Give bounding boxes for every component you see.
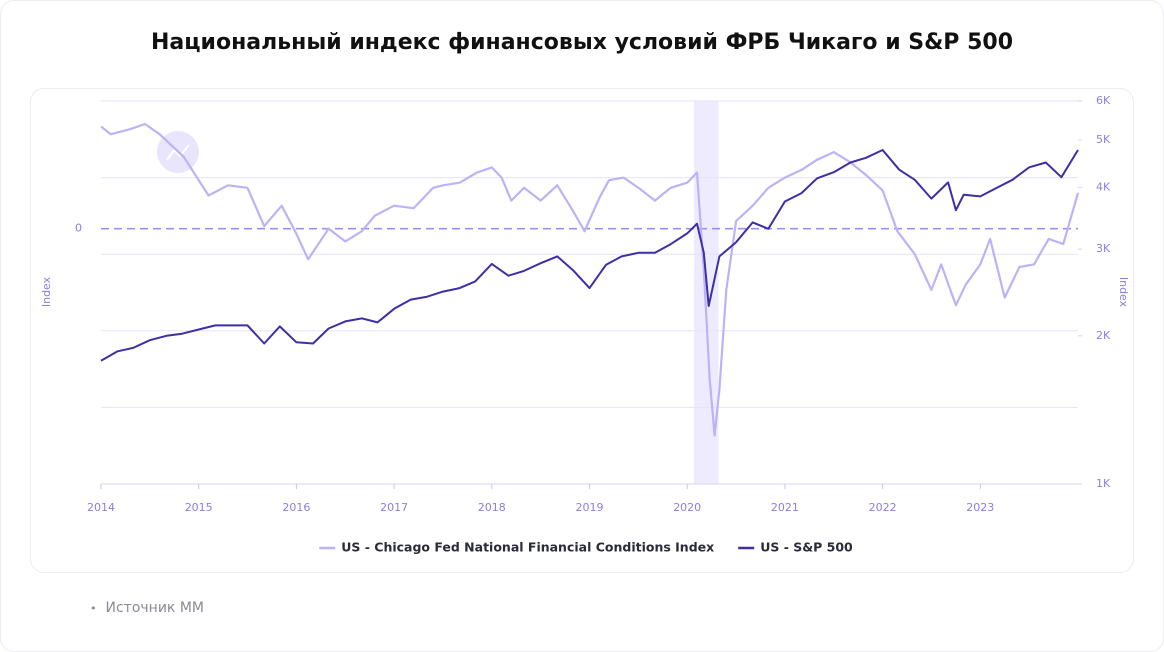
legend-label: US - S&P 500 bbox=[760, 540, 853, 555]
x-tick-label: 2023 bbox=[966, 501, 994, 514]
y-tick-label: 0 bbox=[75, 222, 82, 235]
shaded-range bbox=[694, 101, 719, 484]
plot-card bbox=[30, 88, 1134, 573]
y2-tick-label: 1K bbox=[1096, 477, 1111, 490]
x-tick-label: 2018 bbox=[478, 501, 506, 514]
y2-axis-title: Index bbox=[1117, 277, 1130, 308]
chart-title: Национальный индекс финансовых условий Ф… bbox=[150, 30, 1014, 55]
y2-tick-label: 6K bbox=[1096, 94, 1111, 107]
watermark-icon-line bbox=[166, 144, 190, 161]
y2-tick-label: 3K bbox=[1096, 242, 1111, 255]
y2-tick-label: 2K bbox=[1096, 329, 1111, 342]
x-tick-label: 2022 bbox=[869, 501, 897, 514]
x-tick-label: 2021 bbox=[771, 501, 799, 514]
y2-tick-label: 4K bbox=[1096, 181, 1111, 194]
series-line bbox=[100, 122, 1080, 437]
x-tick-label: 2014 bbox=[87, 501, 115, 514]
y-axis-title: Index bbox=[40, 276, 53, 307]
legend: US - Chicago Fed National Financial Cond… bbox=[319, 540, 853, 555]
source: Источник MM bbox=[90, 600, 204, 616]
y2-tick-label: 5K bbox=[1096, 133, 1111, 146]
x-tick-label: 2019 bbox=[576, 501, 604, 514]
x-tick-label: 2015 bbox=[185, 501, 213, 514]
x-tick-label: 2017 bbox=[380, 501, 408, 514]
x-tick-label: 2016 bbox=[282, 501, 310, 514]
x-tick-label: 2020 bbox=[673, 501, 701, 514]
legend-label: US - Chicago Fed National Financial Cond… bbox=[341, 540, 714, 555]
series-line bbox=[100, 149, 1079, 362]
